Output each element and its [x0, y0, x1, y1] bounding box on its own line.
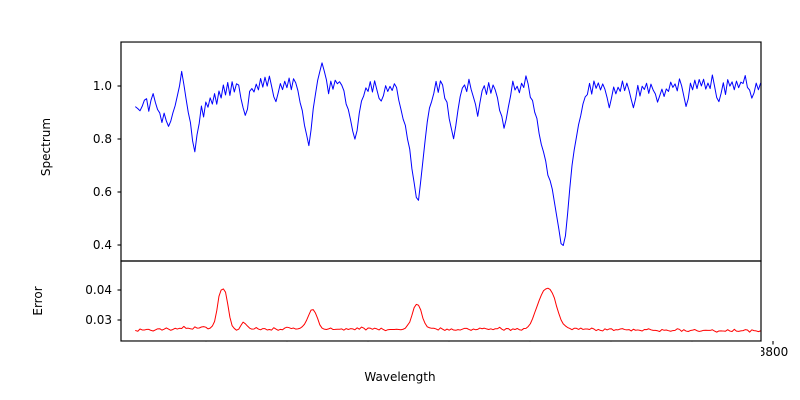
error-data-group [135, 287, 762, 333]
spectrum-ytick-marks [117, 85, 121, 246]
spectrum-axes-frame-top [120, 41, 762, 262]
spectrum-line [135, 62, 762, 247]
ytick-label-spectrum-2: 0.6 [92, 185, 112, 199]
error-axes-frame [120, 260, 762, 342]
error-bottom-mask [121, 341, 761, 362]
error-line [135, 287, 762, 333]
ytick-label-spectrum-3: 0.4 [92, 238, 112, 252]
ytick-label-error-0: 0.04 [85, 283, 112, 297]
error-axes-frame-top [120, 260, 762, 342]
ytick-label-error-1: 0.03 [85, 313, 112, 327]
xtick-label-7: 8800 [757, 345, 789, 359]
spectrum-data-group [135, 62, 762, 247]
spectrum-top-mask [121, 0, 761, 42]
ytick-label-spectrum-1: 0.8 [92, 132, 112, 146]
ytick-label-spectrum-0: 1.0 [92, 79, 112, 93]
error-ytick-marks [117, 289, 121, 321]
spectrum-axes-frame [120, 41, 762, 262]
x-axis-label: Wavelength [364, 370, 436, 384]
